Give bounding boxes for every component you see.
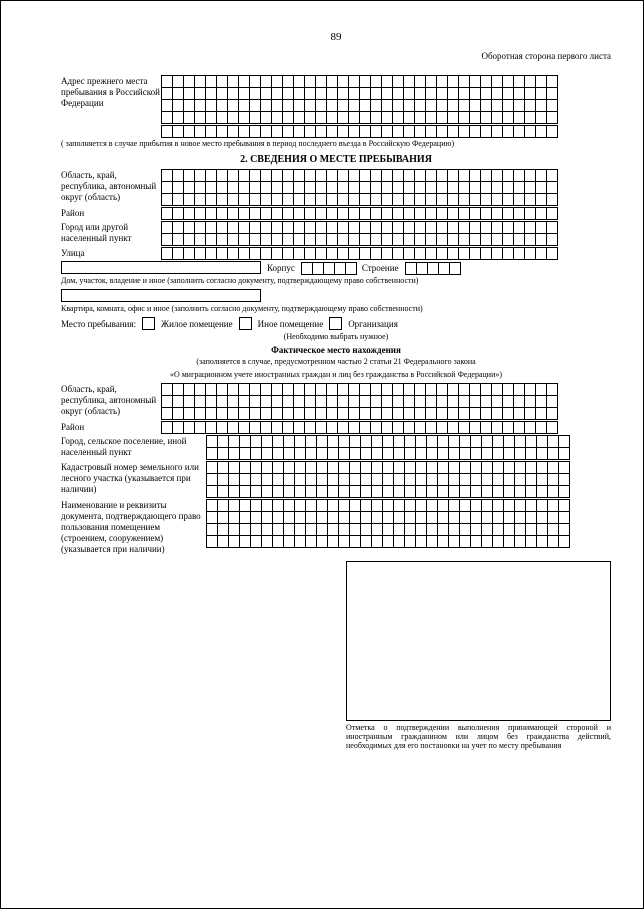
actual-note-1: (заполняется в случае, предусмотренном ч… (61, 357, 611, 366)
input-cell[interactable] (449, 262, 461, 275)
input-cell[interactable] (558, 447, 570, 460)
input-cell[interactable] (558, 535, 570, 548)
district-label: Район (61, 207, 161, 219)
prev-address-row: Адрес прежнего места пребывания в Россий… (61, 75, 611, 123)
other-premises-label: Иное помещение (258, 319, 324, 329)
input-cell[interactable] (546, 111, 558, 124)
confirmation-note: Отметка о подтверждении выполнения прини… (346, 723, 611, 750)
place-label: Место пребывания: (61, 319, 136, 329)
back-side-note: Оборотная сторона первого листа (61, 51, 611, 61)
flat-row (61, 289, 611, 302)
organization-checkbox[interactable] (329, 317, 342, 330)
page-number: 89 (61, 31, 611, 43)
form-page: 89 Оборотная сторона первого листа Адрес… (61, 31, 611, 750)
actual-city-row: Город, сельское поселение, иной населенн… (61, 435, 611, 459)
actual-region-label: Область, край, республика, автономный ок… (61, 383, 161, 417)
district-row: Район (61, 207, 611, 219)
house-row: Корпус Строение (61, 261, 611, 274)
input-cell[interactable] (546, 125, 558, 138)
actual-city-label: Город, сельское поселение, иной населенн… (61, 435, 206, 458)
cadastral-row: Кадастровый номер земельного или лесного… (61, 461, 611, 497)
dwelling-checkbox[interactable] (142, 317, 155, 330)
document-label: Наименование и реквизиты документа, подт… (61, 499, 206, 555)
flat-note: Квартира, комната, офис и иное (заполнит… (61, 304, 611, 313)
actual-region-row: Область, край, республика, автономный ок… (61, 383, 611, 419)
actual-district-row: Район (61, 421, 611, 433)
input-cell[interactable] (558, 485, 570, 498)
actual-district-label: Район (61, 421, 161, 433)
confirmation-box (346, 561, 611, 721)
city-label: Город или другой населенный пункт (61, 221, 161, 244)
organization-label: Организация (348, 319, 398, 329)
street-row: Улица (61, 247, 611, 259)
prev-address-cells (161, 75, 557, 123)
prev-address-extra (61, 125, 611, 137)
other-premises-checkbox[interactable] (239, 317, 252, 330)
house-note: Дом, участок, владение и иное (заполнить… (61, 276, 611, 285)
input-cell[interactable] (546, 247, 558, 260)
prev-address-note: ( заполняется в случае прибытия в новое … (61, 139, 611, 148)
input-cell[interactable] (546, 407, 558, 420)
input-cell[interactable] (345, 262, 357, 275)
region-label: Область, край, республика, автономный ок… (61, 169, 161, 203)
flat-field[interactable] (61, 289, 261, 302)
prev-address-label: Адрес прежнего места пребывания в Россий… (61, 75, 161, 109)
stroenie-label: Строение (362, 263, 399, 273)
dwelling-label: Жилое помещение (161, 319, 233, 329)
place-row: Место пребывания: Жилое помещение Иное п… (61, 317, 611, 330)
section-2-title: 2. СВЕДЕНИЯ О МЕСТЕ ПРЕБЫВАНИЯ (61, 154, 611, 165)
choose-note: (Необходимо выбрать нужное) (61, 332, 611, 341)
street-label: Улица (61, 247, 161, 259)
document-row: Наименование и реквизиты документа, подт… (61, 499, 611, 555)
actual-location-title: Фактическое место нахождения (61, 345, 611, 355)
input-cell[interactable] (546, 207, 558, 220)
input-cell[interactable] (546, 193, 558, 206)
cadastral-label: Кадастровый номер земельного или лесного… (61, 461, 206, 495)
house-field[interactable] (61, 261, 261, 274)
region-row: Область, край, республика, автономный ок… (61, 169, 611, 205)
city-row: Город или другой населенный пункт (61, 221, 611, 245)
input-cell[interactable] (546, 421, 558, 434)
actual-note-2: «О миграционном учете иностранных гражда… (61, 370, 611, 379)
korpus-label: Корпус (267, 263, 295, 273)
input-cell[interactable] (546, 233, 558, 246)
